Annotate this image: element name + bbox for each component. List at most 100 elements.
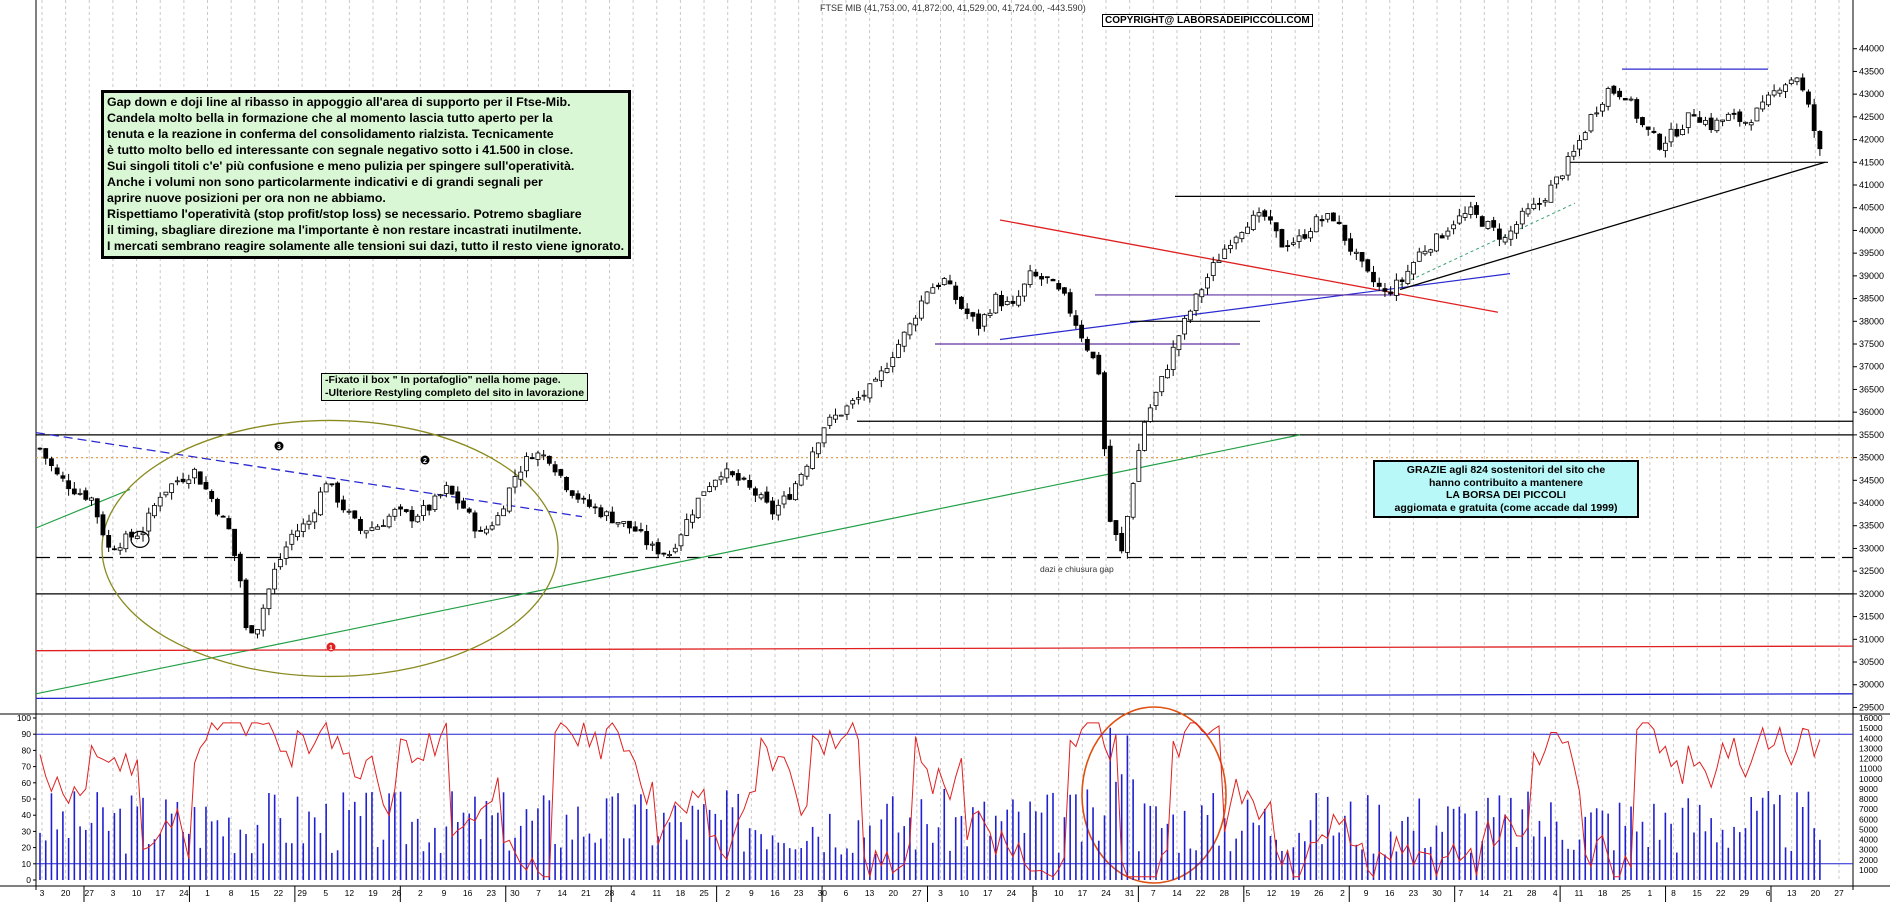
candle-body <box>1783 84 1788 92</box>
oscillator-tick-label: 20 <box>22 843 32 853</box>
candle-body <box>369 527 375 531</box>
candle-body <box>1434 233 1439 252</box>
candle-body <box>793 483 798 501</box>
day-tick-label: 14 <box>1480 888 1490 898</box>
candle-body <box>924 291 930 304</box>
day-tick-label: 15 <box>1692 888 1702 898</box>
candle-body <box>1165 369 1170 379</box>
event-marker-label: 3 <box>277 444 281 451</box>
analysis-note-line: Rispettiamo l'operatività (stop profit/s… <box>107 207 582 221</box>
candle-body <box>878 370 884 381</box>
day-tick-label: 24 <box>1101 888 1111 898</box>
candle-body <box>1388 291 1394 295</box>
candle-body <box>1617 90 1622 98</box>
candle-body <box>1428 249 1434 253</box>
candle-body <box>804 465 810 477</box>
day-tick-label: 17 <box>155 888 165 898</box>
day-tick-label: 7 <box>1458 888 1463 898</box>
candle-body <box>94 498 100 518</box>
candle-body <box>884 368 890 373</box>
candle-body <box>970 312 976 317</box>
oscillator-tick-label: 0 <box>26 875 31 885</box>
volume-tick-label: 15000 <box>1859 723 1883 733</box>
candle-body <box>1634 99 1640 119</box>
month-label: April <box>1142 900 1159 902</box>
day-tick-label: 12 <box>1267 888 1277 898</box>
candle-body <box>1256 212 1262 217</box>
candle-body <box>484 528 489 534</box>
candle-body <box>426 504 432 511</box>
candle-body <box>609 511 615 524</box>
candle-body <box>1050 279 1056 282</box>
candle-body <box>335 482 341 503</box>
candle-body <box>386 515 392 528</box>
candle-body <box>1737 111 1743 122</box>
candle-body <box>1554 176 1560 185</box>
price-tick-label: 33000 <box>1859 543 1884 553</box>
oscillator-tick-label: 60 <box>22 778 32 788</box>
candle-body <box>764 491 770 503</box>
day-tick-label: 21 <box>1503 888 1513 898</box>
candle-body <box>1107 445 1113 522</box>
candle-body <box>907 323 913 336</box>
day-tick-label: 9 <box>442 888 447 898</box>
candle-body <box>1021 283 1027 297</box>
candle-body <box>323 483 329 493</box>
candle-body <box>140 532 146 536</box>
candle-body <box>220 515 226 518</box>
candle-body <box>192 468 197 479</box>
candle-body <box>146 512 152 532</box>
candle-body <box>747 480 753 488</box>
day-tick-label: 24 <box>1007 888 1017 898</box>
candle-body <box>1703 120 1708 125</box>
price-tick-label: 41500 <box>1859 157 1884 167</box>
candle-body <box>1479 216 1485 227</box>
candle-body <box>976 313 981 329</box>
candle-body <box>1537 203 1542 205</box>
day-tick-label: 8 <box>1671 888 1676 898</box>
day-tick-label: 22 <box>274 888 284 898</box>
candle-body <box>1525 208 1531 215</box>
price-tick-label: 41000 <box>1859 180 1884 190</box>
candle-body <box>787 494 793 500</box>
candle-body <box>455 491 461 504</box>
candle-body <box>1296 235 1302 242</box>
price-tick-label: 42500 <box>1859 112 1884 122</box>
candle-body <box>1319 219 1325 222</box>
candle-body <box>312 512 318 523</box>
site-update-line: -Ulteriore Restyling completo del sito i… <box>325 387 585 399</box>
candle-body <box>352 510 358 519</box>
candle-body <box>1325 213 1331 220</box>
day-tick-label: 2 <box>1340 888 1345 898</box>
thanks-line: hanno contribuito a mantenere <box>1428 476 1583 489</box>
candle-body <box>861 394 867 397</box>
candle-body <box>421 505 426 517</box>
candle-body <box>546 455 552 464</box>
thanks-line: GRAZIE agli 824 sostenitori del sito che <box>1406 464 1606 476</box>
candle-body <box>873 378 878 382</box>
candle-body <box>999 295 1004 307</box>
thanks-line: aggiomata e gratuita (come accade dal 19… <box>1394 501 1618 514</box>
candle-body <box>1817 130 1823 150</box>
candle-body <box>306 520 312 525</box>
day-tick-label: 4 <box>1553 888 1558 898</box>
candle-body <box>134 535 140 539</box>
candle-body <box>1222 248 1228 259</box>
month-label: February <box>922 900 957 902</box>
candle-body <box>815 442 821 455</box>
candle-body <box>1485 220 1491 229</box>
candle-body <box>604 511 609 517</box>
candle-body <box>1073 315 1079 326</box>
candle-body <box>850 400 856 405</box>
analysis-note-box: Gap down e doji line al ribasso in appog… <box>101 90 632 259</box>
candle-body <box>752 488 758 496</box>
candle-body <box>1147 407 1153 422</box>
candle-body <box>552 464 558 473</box>
candle-body <box>918 300 924 319</box>
candle-body <box>1559 175 1565 179</box>
candle-body <box>255 628 260 635</box>
candle-body <box>1645 126 1651 130</box>
day-tick-label: 1 <box>1647 888 1652 898</box>
candle-body <box>896 343 901 358</box>
candle-body <box>174 480 180 483</box>
